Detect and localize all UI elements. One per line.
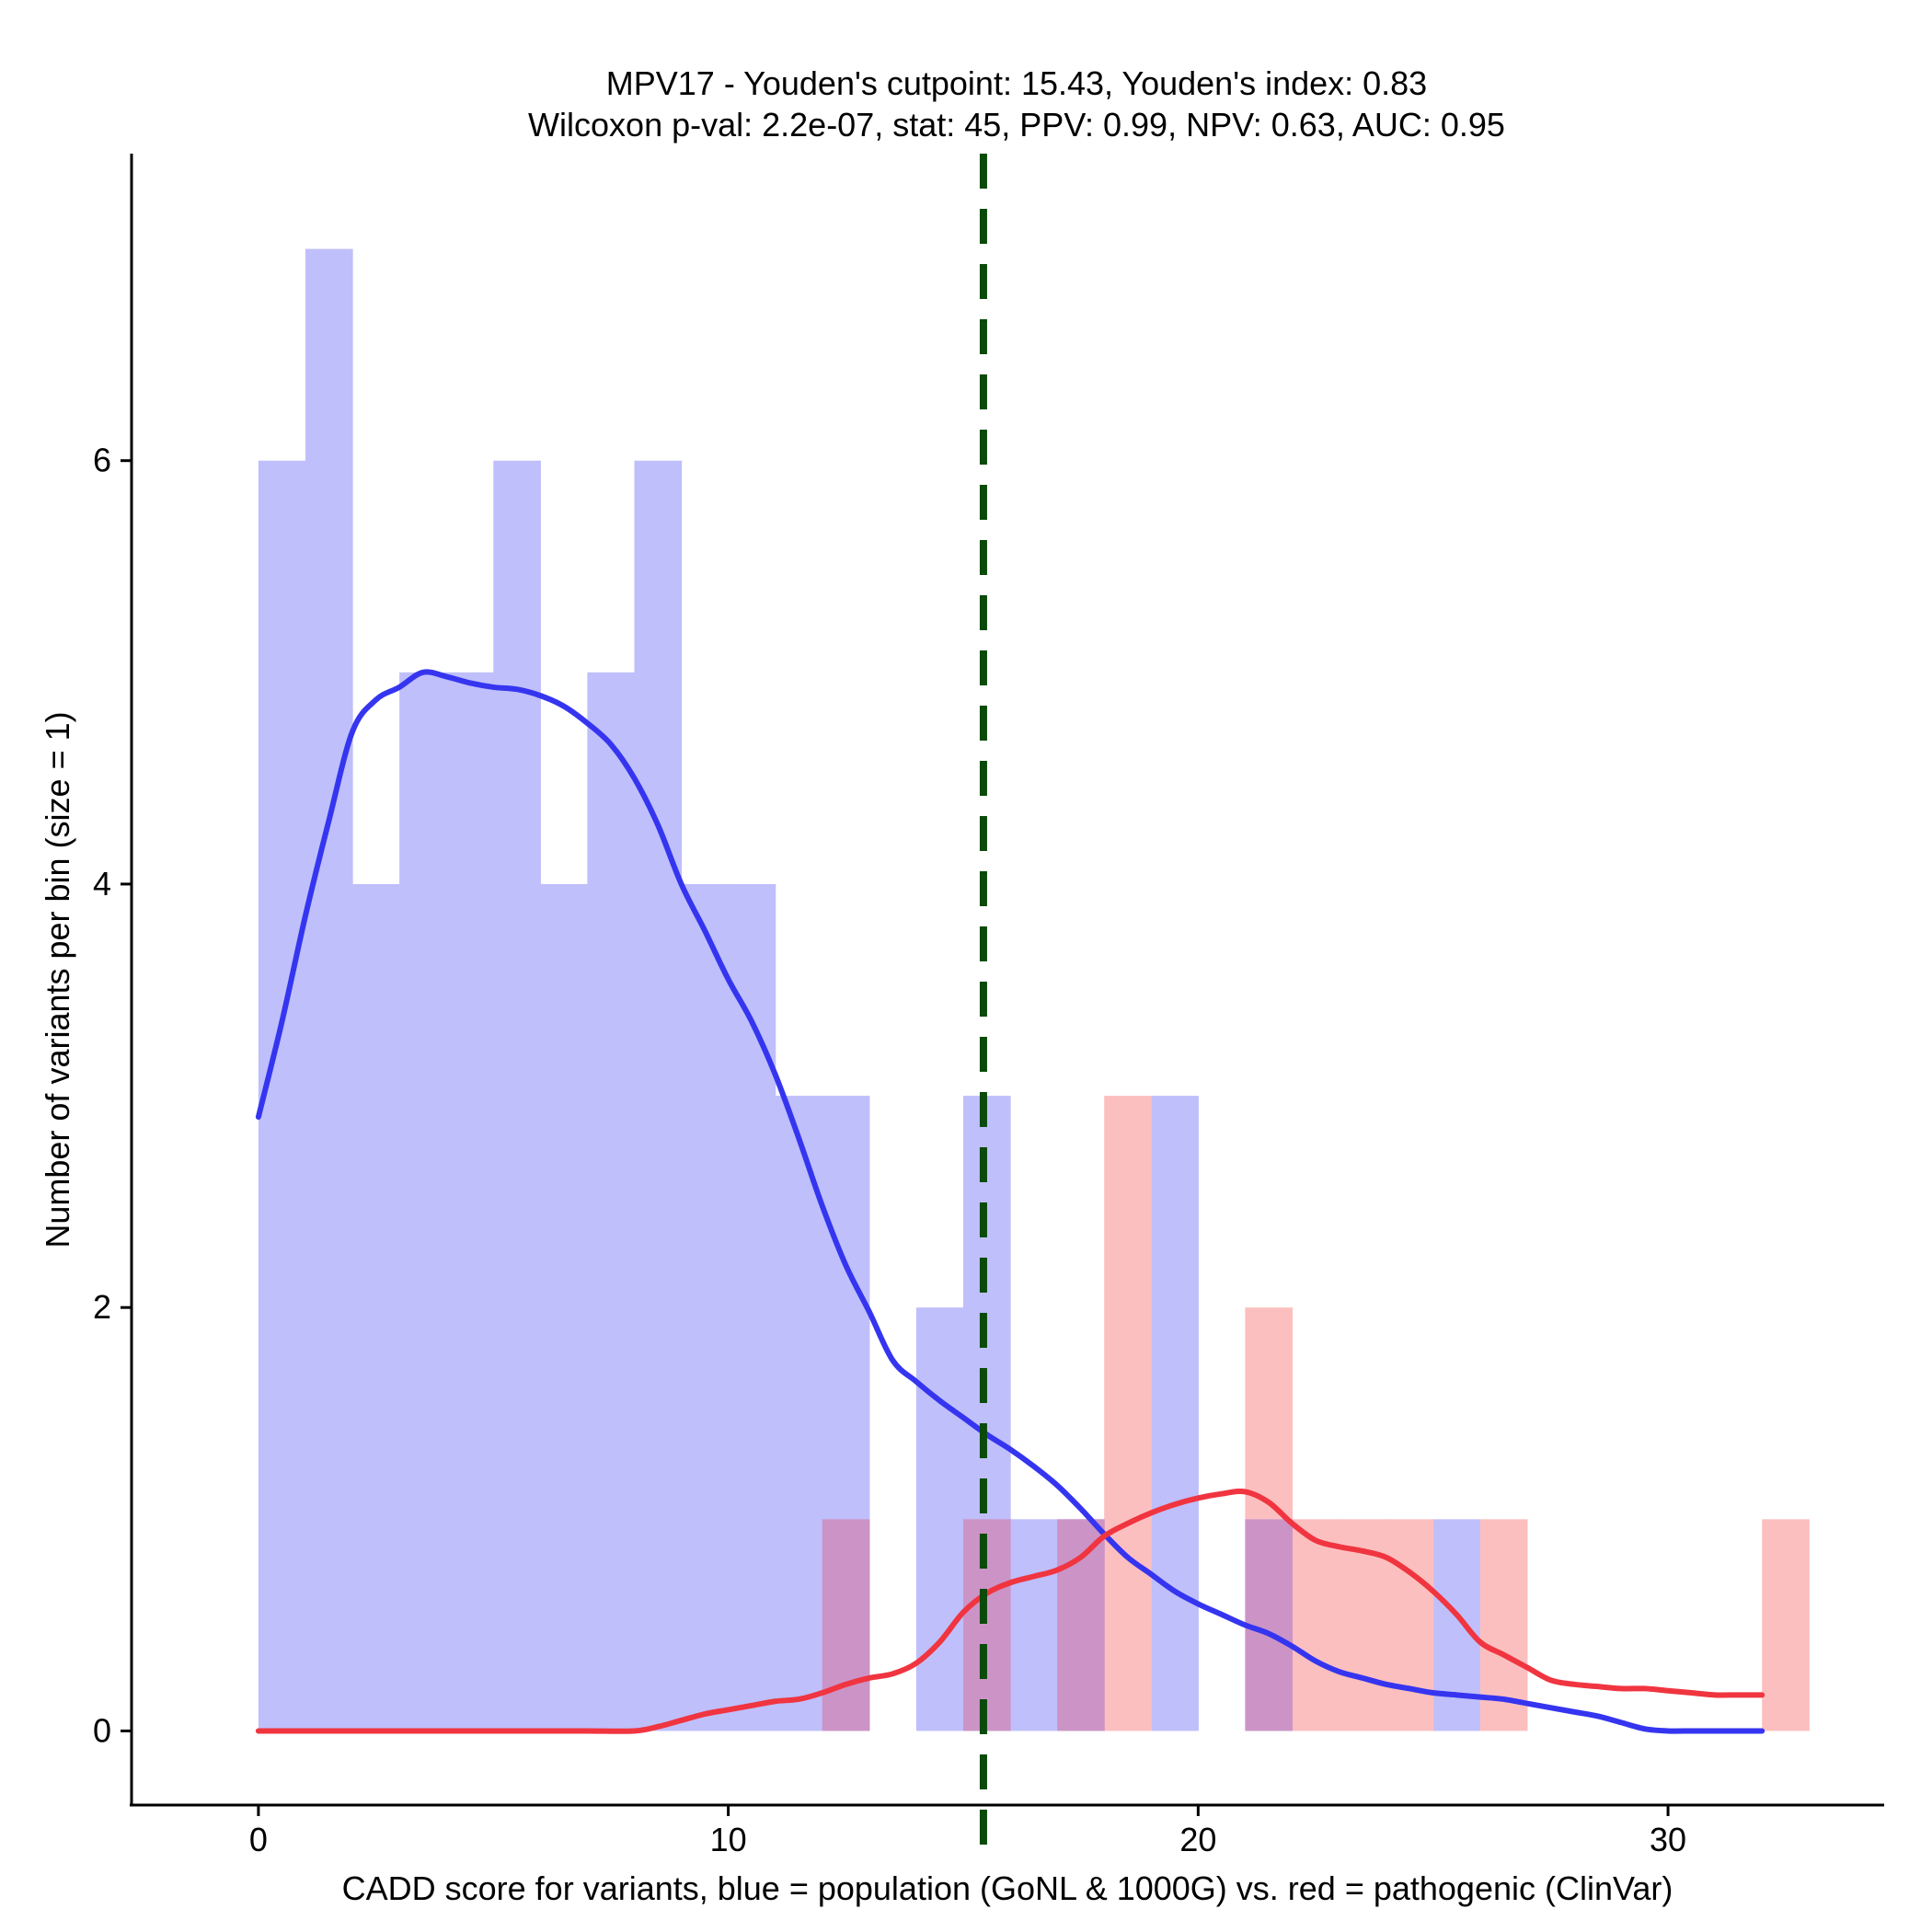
population-bar <box>446 672 494 1731</box>
x-axis-ticks: 0 10 20 30 <box>249 1805 1686 1858</box>
x-tick-label: 20 <box>1179 1821 1216 1858</box>
pathogenic-bar <box>1104 1096 1152 1731</box>
pathogenic-bar <box>1386 1519 1434 1731</box>
x-tick-label: 30 <box>1650 1821 1686 1858</box>
pathogenic-bar <box>1245 1307 1294 1520</box>
pathogenic-bar <box>1292 1519 1340 1731</box>
y-axis-ticks: 0 2 4 6 <box>93 442 132 1749</box>
population-bar <box>728 883 776 1731</box>
population-bar <box>1010 1519 1058 1731</box>
y-tick-label: 6 <box>93 442 111 479</box>
overlap-bar <box>822 1519 870 1731</box>
population-bar <box>399 672 447 1731</box>
population-bar <box>915 1307 964 1731</box>
population-bar <box>634 460 683 1731</box>
pathogenic-bars <box>1104 1096 1810 1731</box>
population-bar <box>493 460 541 1731</box>
population-bar <box>352 883 400 1731</box>
population-bar <box>540 883 589 1731</box>
pathogenic-bar <box>1762 1519 1810 1731</box>
population-bar <box>587 672 636 1731</box>
pathogenic-density-line <box>255 1488 1765 1734</box>
population-bar <box>775 1096 823 1731</box>
population-bar <box>1151 1096 1199 1731</box>
chart-subtitle: Wilcoxon p-val: 2.2e-07, stat: 45, PPV: … <box>528 106 1505 144</box>
population-bar <box>305 248 353 1731</box>
overlap-bars <box>822 1519 1294 1731</box>
y-tick-label: 4 <box>93 865 111 903</box>
x-axis-label: CADD score for variants, blue = populati… <box>342 1869 1673 1907</box>
x-tick-label: 10 <box>710 1821 747 1858</box>
x-tick-label: 0 <box>249 1821 268 1858</box>
overlap-bar <box>1057 1519 1105 1731</box>
population-density-line <box>255 669 1765 1734</box>
population-bars <box>258 248 1481 1731</box>
y-axis-label: Number of variants per bin (size = 1) <box>39 711 76 1248</box>
chart-title: MPV17 - Youden's cutpoint: 15.43, Youden… <box>606 64 1427 102</box>
y-tick-label: 2 <box>93 1288 111 1326</box>
population-bar <box>681 883 730 1731</box>
y-tick-label: 0 <box>93 1711 111 1749</box>
